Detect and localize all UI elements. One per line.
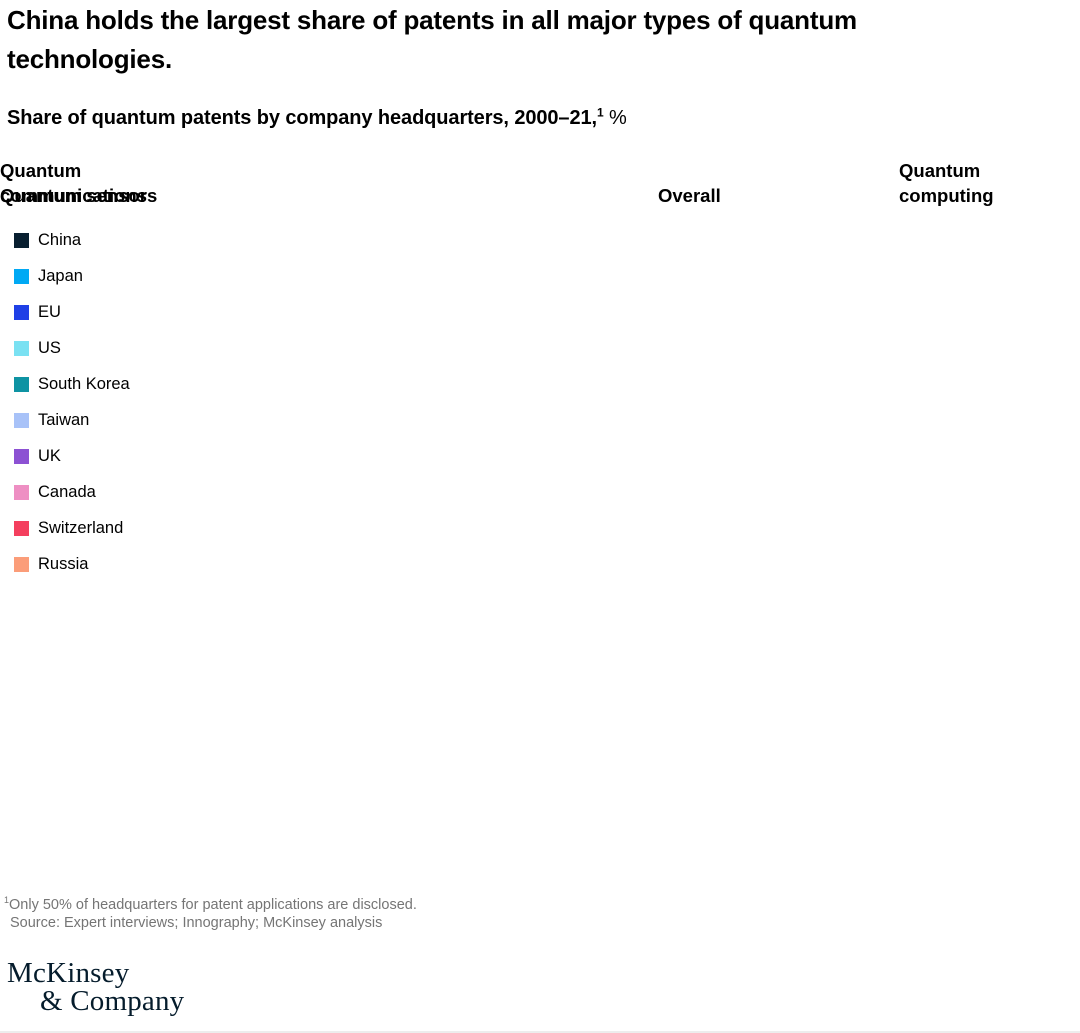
subtitle-text: Share of quantum patents by company head…	[7, 107, 597, 129]
column-header-quantum-communications: Quantum communications	[0, 158, 180, 208]
footnote-text: Only 50% of headquarters for patent appl…	[9, 897, 417, 913]
legend-item-us: US	[14, 330, 130, 366]
legend-item-japan: Japan	[14, 258, 130, 294]
legend-swatch	[14, 340, 29, 356]
legend-item-canada: Canada	[14, 474, 130, 510]
logo-line2: & Company	[40, 985, 185, 1017]
column-header-quantum-sensors: Quantum sensors	[0, 158, 180, 208]
column-header-overall: Overall	[658, 158, 838, 208]
legend-item-uk: UK	[14, 438, 130, 474]
logo-line1: McKinsey	[7, 957, 130, 989]
legend-swatch	[14, 232, 29, 248]
legend-swatch	[14, 268, 29, 284]
legend-swatch	[14, 376, 29, 392]
source-line: Source: Expert interviews; Innography; M…	[10, 915, 383, 931]
legend-swatch	[14, 448, 29, 464]
legend-label: Taiwan	[38, 410, 90, 429]
column-header-label: Quantum communications	[0, 160, 147, 206]
legend-item-china: China	[14, 222, 130, 258]
column-header-label: Overall	[658, 185, 721, 206]
chart-title: China holds the largest share of patents…	[7, 5, 857, 74]
legend-item-eu: EU	[14, 294, 130, 330]
legend-item-switzerland: Switzerland	[14, 510, 130, 546]
legend-label: UK	[38, 446, 61, 465]
legend-swatch	[14, 412, 29, 428]
column-header-label: Quantum sensors	[0, 185, 158, 206]
legend-item-taiwan: Taiwan	[14, 402, 130, 438]
legend-swatch	[14, 304, 29, 320]
chart-plot-area	[170, 222, 1070, 882]
chart-subtitle: Share of quantum patents by company head…	[7, 105, 627, 130]
mckinsey-logo: McKinsey & Company	[7, 957, 185, 1017]
column-header-label: Quantum computing	[899, 160, 994, 206]
footnotes: 1Only 50% of headquarters for patent app…	[4, 896, 417, 932]
legend-swatch	[14, 556, 29, 572]
subtitle-unit: %	[603, 107, 627, 129]
footnote-marker: 1	[4, 895, 10, 906]
legend-label: South Korea	[38, 374, 130, 393]
legend-label: EU	[38, 302, 61, 321]
legend-label: Russia	[38, 554, 89, 573]
legend-label: Japan	[38, 266, 83, 285]
legend-label: Canada	[38, 482, 96, 501]
chart-legend: China Japan EU US South Korea Taiwan UK …	[14, 222, 130, 582]
legend-item-south-korea: South Korea	[14, 366, 130, 402]
legend-label: China	[38, 230, 82, 249]
legend-swatch	[14, 520, 29, 536]
legend-swatch	[14, 484, 29, 500]
legend-item-russia: Russia	[14, 546, 130, 582]
legend-label: US	[38, 338, 61, 357]
bottom-divider	[0, 1031, 1080, 1033]
column-header-quantum-computing: Quantum computing	[899, 158, 1079, 208]
footnote: 1Only 50% of headquarters for patent app…	[4, 896, 417, 914]
legend-label: Switzerland	[38, 518, 124, 537]
subtitle-footnote-marker: 1	[596, 105, 604, 120]
